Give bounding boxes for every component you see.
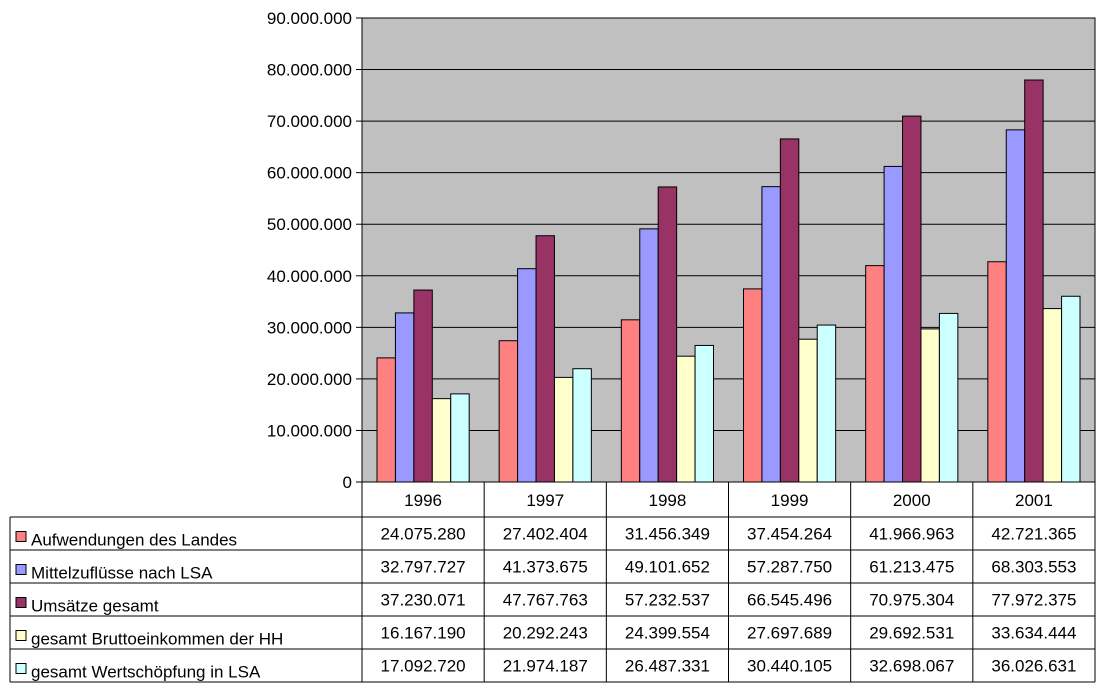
bar — [676, 355, 696, 483]
bar — [413, 289, 433, 483]
series-name: gesamt Wertschöpfung in LSA — [31, 663, 261, 682]
legend-key — [15, 531, 27, 542]
data-label: 24.075.280 — [381, 525, 466, 544]
bar — [902, 115, 922, 483]
series-name: Mittelzuflüsse nach LSA — [31, 564, 213, 583]
y-tick-label: 30.000.000 — [267, 318, 352, 337]
data-label: 21.974.187 — [503, 657, 588, 676]
bar — [657, 186, 678, 483]
data-label: 20.292.243 — [503, 624, 588, 643]
y-tick-label: 80.000.000 — [267, 61, 352, 80]
data-label: 24.399.554 — [625, 624, 710, 643]
bar — [694, 344, 714, 483]
series-name: Umsätze gesamt — [31, 597, 159, 616]
bar — [816, 324, 837, 483]
data-label: 37.454.264 — [747, 525, 832, 544]
legend-key — [15, 630, 27, 641]
bar — [920, 328, 940, 483]
bar — [761, 186, 781, 483]
legend-key — [15, 597, 27, 608]
data-label: 42.721.365 — [991, 525, 1076, 544]
bar — [883, 165, 904, 483]
data-label: 70.975.304 — [869, 591, 954, 610]
y-tick-label: 60.000.000 — [267, 164, 352, 183]
category-label: 2000 — [893, 491, 931, 510]
data-label: 27.697.689 — [747, 624, 832, 643]
bar — [450, 393, 470, 483]
bar — [938, 312, 959, 483]
data-label: 41.373.675 — [503, 558, 588, 577]
data-label: 30.440.105 — [747, 657, 832, 676]
data-label: 32.797.727 — [381, 558, 466, 577]
bar — [376, 357, 396, 483]
bar — [987, 261, 1007, 483]
data-label: 29.692.531 — [869, 624, 954, 643]
bar — [1061, 295, 1081, 483]
bar — [498, 340, 519, 483]
data-label: 37.230.071 — [381, 591, 466, 610]
data-label: 41.966.963 — [869, 525, 954, 544]
data-label: 47.767.763 — [503, 591, 588, 610]
bar — [1024, 79, 1044, 483]
bar — [535, 235, 555, 483]
y-tick-label: 20.000.000 — [267, 370, 352, 389]
y-tick-label: 10.000.000 — [267, 421, 352, 440]
legend-key — [15, 564, 27, 575]
category-label: 1998 — [649, 491, 687, 510]
bar — [620, 319, 641, 483]
bar — [779, 138, 800, 483]
bar — [743, 288, 763, 483]
data-label: 27.402.404 — [503, 525, 588, 544]
data-label: 68.303.553 — [991, 558, 1076, 577]
data-label: 57.232.537 — [625, 591, 710, 610]
data-label: 36.026.631 — [991, 657, 1076, 676]
bar — [394, 312, 415, 483]
data-label: 17.092.720 — [381, 657, 466, 676]
bar — [798, 338, 818, 483]
y-tick-label: 90.000.000 — [267, 9, 352, 28]
bar — [431, 398, 452, 483]
data-label: 77.972.375 — [991, 591, 1076, 610]
bar — [1042, 308, 1063, 483]
series-name: Aufwendungen des Landes — [31, 531, 237, 550]
data-label: 33.634.444 — [991, 624, 1076, 643]
series-name: gesamt Bruttoeinkommen der HH — [31, 630, 283, 649]
y-tick-label: 0 — [343, 473, 352, 492]
bar — [1005, 129, 1026, 483]
y-tick-label: 40.000.000 — [267, 267, 352, 286]
data-label: 31.456.349 — [625, 525, 710, 544]
plot-area — [361, 17, 1096, 483]
category-label: 1997 — [526, 491, 564, 510]
bar — [865, 265, 885, 483]
bar — [517, 268, 537, 483]
data-label: 26.487.331 — [625, 657, 710, 676]
category-label: 1996 — [404, 491, 442, 510]
data-label: 16.167.190 — [381, 624, 466, 643]
data-label: 61.213.475 — [869, 558, 954, 577]
legend-key — [15, 663, 27, 674]
bar — [572, 368, 592, 483]
category-label: 2001 — [1015, 491, 1053, 510]
data-label: 57.287.750 — [747, 558, 832, 577]
data-label: 32.698.067 — [869, 657, 954, 676]
data-label: 49.101.652 — [625, 558, 710, 577]
y-tick-label: 50.000.000 — [267, 215, 352, 234]
data-label: 66.545.496 — [747, 591, 832, 610]
category-label: 1999 — [771, 491, 809, 510]
bar — [553, 376, 574, 483]
bar — [639, 228, 659, 483]
y-tick-label: 70.000.000 — [267, 112, 352, 131]
